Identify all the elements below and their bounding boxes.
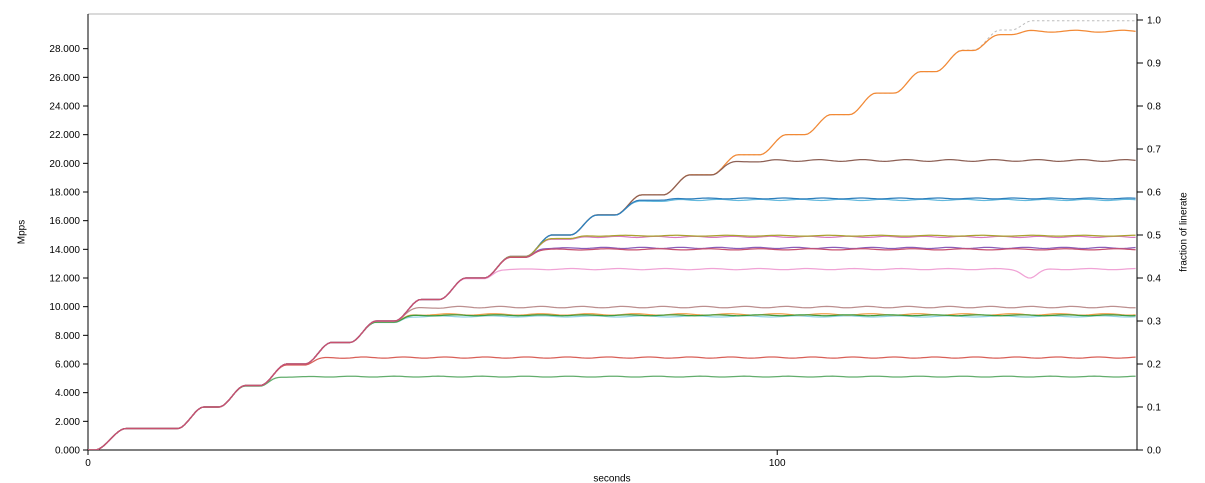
y-right-tick-label: 0.8 xyxy=(1147,102,1161,113)
y-left-tick-label: 6.000 xyxy=(55,360,80,371)
y-right-tick-label: 1.0 xyxy=(1147,16,1161,27)
y-left-tick-label: 12.000 xyxy=(49,274,80,285)
y-left-tick-label: 20.000 xyxy=(49,159,80,170)
y-axis-left-title: Mpps xyxy=(16,219,28,245)
y-left-tick-label: 16.000 xyxy=(49,216,80,227)
y-left-tick-label: 8.000 xyxy=(55,331,80,342)
y-right-tick-label: 0.1 xyxy=(1147,403,1161,414)
y-right-tick-label: 0.6 xyxy=(1147,188,1161,199)
y-right-tick-label: 0.9 xyxy=(1147,59,1161,70)
series-brown-line xyxy=(88,158,1136,450)
y-axis-right-title: fraction of linerate xyxy=(1178,192,1190,272)
series-light-orange-line xyxy=(88,313,1136,450)
series-crimson-line xyxy=(88,248,1136,450)
y-left-tick-label: 14.000 xyxy=(49,245,80,256)
y-right-tick-label: 0.5 xyxy=(1147,231,1161,242)
x-tick-label: 100 xyxy=(769,458,786,469)
y-right-tick-label: 0.3 xyxy=(1147,317,1161,328)
series-olive-line xyxy=(88,234,1136,450)
series-pink-line xyxy=(88,267,1136,450)
y-left-tick-label: 26.000 xyxy=(49,73,80,84)
series-rosybrown-line xyxy=(88,305,1136,450)
y-right-tick-label: 0.2 xyxy=(1147,360,1161,371)
y-left-tick-label: 28.000 xyxy=(49,44,80,55)
y-left-tick-label: 18.000 xyxy=(49,188,80,199)
series-medium-green-line xyxy=(88,375,1136,450)
y-right-tick-label: 0.4 xyxy=(1147,274,1161,285)
y-left-tick-label: 22.000 xyxy=(49,130,80,141)
series-purple-line xyxy=(88,246,1136,450)
y-left-tick-label: 4.000 xyxy=(55,388,80,399)
y-left-tick-label: 0.000 xyxy=(55,446,80,457)
x-tick-label: 0 xyxy=(85,458,91,469)
y-right-tick-label: 0.7 xyxy=(1147,145,1161,156)
series-red-line xyxy=(88,356,1136,450)
y-right-tick-label: 0.0 xyxy=(1147,446,1161,457)
series-green-line xyxy=(88,314,1136,450)
y-left-tick-label: 24.000 xyxy=(49,102,80,113)
series-orange-line xyxy=(88,29,1136,450)
y-left-tick-label: 10.000 xyxy=(49,302,80,313)
x-axis-title: seconds xyxy=(593,473,631,483)
y-left-tick-label: 2.000 xyxy=(55,417,80,428)
series-cyan-line xyxy=(88,315,1136,450)
